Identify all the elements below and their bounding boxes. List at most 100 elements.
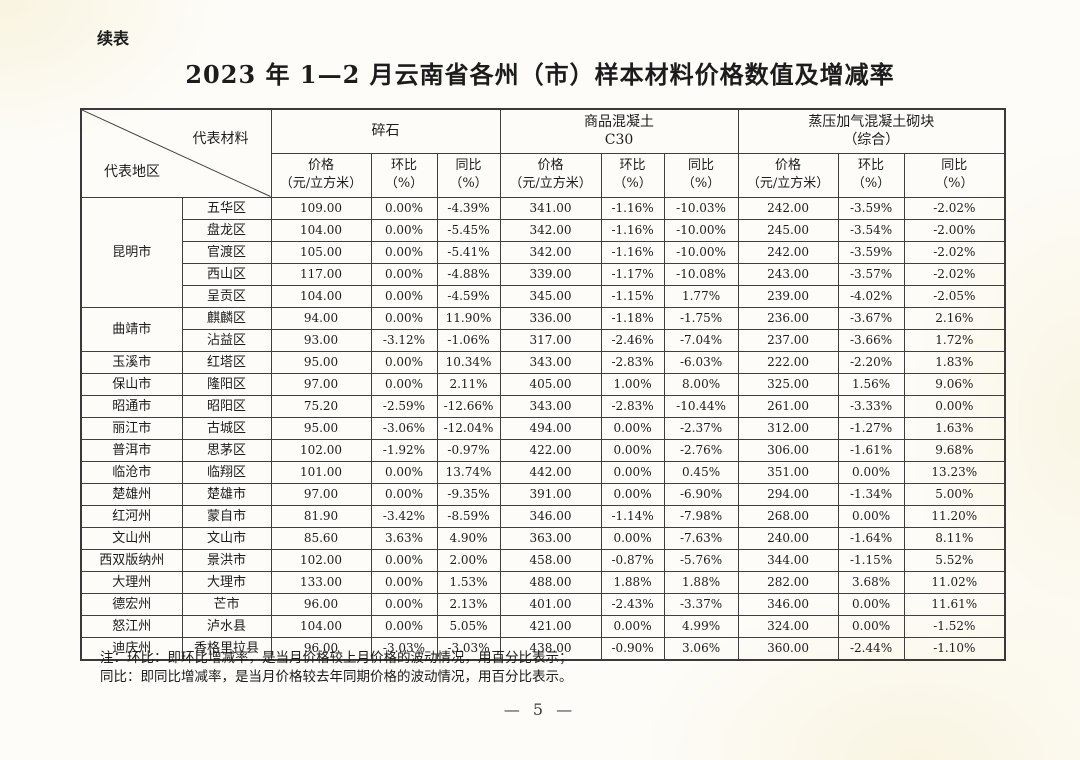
page-number: — 5 — xyxy=(503,700,577,719)
value-cell: 101.00 xyxy=(270,460,372,484)
value-cell: -1.92% xyxy=(370,438,438,462)
value-cell: 11.90% xyxy=(436,306,501,330)
value-cell: -1.14% xyxy=(600,504,665,528)
value-cell: 0.00% xyxy=(370,592,438,616)
value-cell: 94.00 xyxy=(270,306,372,330)
value-cell: 97.00 xyxy=(270,482,372,506)
value-cell: 13.23% xyxy=(903,460,1006,484)
value-cell: -6.90% xyxy=(663,482,739,506)
district-cell: 思茅区 xyxy=(181,438,272,462)
value-cell: -0.97% xyxy=(436,438,501,462)
table-row: 怒江州 泸水县 104.00 0.00% 5.05% 421.00 0.00% 4.99% 32… xyxy=(80,614,1006,638)
value-cell: 245.00 xyxy=(737,218,839,242)
value-cell: -1.52% xyxy=(903,614,1006,638)
value-cell: 339.00 xyxy=(499,262,602,286)
table-row: 曲靖市 麒麟区 94.00 0.00% 11.90% 336.00 -1.18% -1.75%… xyxy=(80,306,1006,352)
value-cell: -10.00% xyxy=(663,240,739,264)
value-cell: -5.41% xyxy=(436,240,501,264)
value-cell: 0.00% xyxy=(600,438,665,462)
metric-header-mom: 环比 （%） xyxy=(370,152,438,198)
region-cell: 怒江州 xyxy=(80,614,183,638)
value-cell: 8.11% xyxy=(903,526,1006,550)
district-cell: 呈贡区 xyxy=(181,284,272,308)
value-cell: -3.12% xyxy=(370,328,438,352)
value-cell: 3.63% xyxy=(370,526,438,550)
value-cell: 1.53% xyxy=(436,570,501,594)
value-cell: 346.00 xyxy=(737,592,839,616)
value-cell: -1.16% xyxy=(600,218,665,242)
value-cell: 2.11% xyxy=(436,372,501,396)
value-cell: 317.00 xyxy=(499,328,602,352)
value-cell: -3.37% xyxy=(663,592,739,616)
value-cell: 438.00 xyxy=(499,636,602,660)
value-cell: 222.00 xyxy=(737,350,839,374)
value-cell: -1.16% xyxy=(600,240,665,264)
table-row: 德宏州 芒市 96.00 0.00% 2.13% 401.00 -2.43% -3.37% 34… xyxy=(80,592,1006,616)
region-cell: 丽江市 xyxy=(80,416,183,440)
value-cell: -5.76% xyxy=(663,548,739,572)
value-cell: -4.39% xyxy=(436,196,501,220)
value-cell: 0.45% xyxy=(663,460,739,484)
value-cell: 104.00 xyxy=(270,284,372,308)
value-cell: -2.43% xyxy=(600,592,665,616)
value-cell: 1.72% xyxy=(903,328,1006,352)
value-cell: 351.00 xyxy=(737,460,839,484)
table-row: 临沧市 临翔区 101.00 0.00% 13.74% 442.00 0.00% 0.45% 3… xyxy=(80,460,1006,484)
corner-region-label: 代表地区 xyxy=(104,163,160,180)
district-cell: 楚雄市 xyxy=(181,482,272,506)
value-cell: 0.00% xyxy=(600,526,665,550)
value-cell: 75.20 xyxy=(270,394,372,418)
value-cell: -3.66% xyxy=(837,328,905,352)
value-cell: 133.00 xyxy=(270,570,372,594)
district-cell: 泸水县 xyxy=(181,614,272,638)
district-cell: 盘龙区 xyxy=(181,218,272,242)
value-cell: 81.90 xyxy=(270,504,372,528)
value-cell: 363.00 xyxy=(499,526,602,550)
value-cell: 0.00% xyxy=(370,482,438,506)
value-cell: 341.00 xyxy=(499,196,602,220)
table-row: 文山州 文山市 85.60 3.63% 4.90% 363.00 0.00% -7.63% 24… xyxy=(80,526,1006,550)
value-cell: -1.15% xyxy=(600,284,665,308)
value-cell: 306.00 xyxy=(737,438,839,462)
value-cell: 268.00 xyxy=(737,504,839,528)
value-cell: 102.00 xyxy=(270,548,372,572)
value-cell: 0.00% xyxy=(370,196,438,220)
corner-material-label: 代表材料 xyxy=(192,131,249,147)
value-cell: 1.88% xyxy=(663,570,739,594)
value-cell: -12.04% xyxy=(436,416,501,440)
value-cell: -2.05% xyxy=(903,284,1006,308)
value-cell: -1.27% xyxy=(837,416,905,440)
table-body: 昆明市 五华区 109.00 0.00% -4.39% 341.00 -1.16% -10.0… xyxy=(80,196,1006,660)
region-cell: 德宏州 xyxy=(80,592,183,616)
value-cell: 342.00 xyxy=(499,240,602,264)
value-cell: 294.00 xyxy=(737,482,839,506)
table-row: 西山区 117.00 0.00% -4.88% 339.00 -1.17% -10.08% 2… xyxy=(81,262,1006,286)
table-row: 大理州 大理市 133.00 0.00% 1.53% 488.00 1.88% 1.88% 28… xyxy=(80,570,1006,594)
table-row: 迪庆州 香格里拉县 96.00 -3.03% -3.03% 438.00 -0.90% 3.0… xyxy=(80,636,1006,660)
table-row: 呈贡区 104.00 0.00% -4.59% 345.00 -1.15% 1.77% 239… xyxy=(81,284,1006,308)
value-cell: 0.00% xyxy=(370,218,438,242)
value-cell: 0.00% xyxy=(837,460,905,484)
value-cell: -0.87% xyxy=(600,548,665,572)
value-cell: -3.03% xyxy=(436,636,501,660)
metric-header-price: 价格 （元/立方米） xyxy=(270,152,372,198)
district-cell: 香格里拉县 xyxy=(181,636,272,660)
value-cell: -9.35% xyxy=(436,482,501,506)
value-cell: -2.46% xyxy=(600,328,665,352)
table-row: 西双版纳州 景洪市 102.00 0.00% 2.00% 458.00 -0.87% -5.7… xyxy=(80,548,1006,572)
value-cell: 0.00% xyxy=(370,306,438,330)
district-cell: 景洪市 xyxy=(181,548,272,572)
value-cell: 11.20% xyxy=(903,504,1006,528)
region-cell: 西双版纳州 xyxy=(80,548,183,572)
value-cell: -0.90% xyxy=(600,636,665,660)
value-cell: 1.00% xyxy=(600,372,665,396)
value-cell: 11.02% xyxy=(903,570,1006,594)
district-cell: 隆阳区 xyxy=(181,372,272,396)
value-cell: 5.05% xyxy=(436,614,501,638)
value-cell: 104.00 xyxy=(270,614,372,638)
value-cell: -3.59% xyxy=(837,240,905,264)
value-cell: -1.75% xyxy=(663,306,739,330)
value-cell: 391.00 xyxy=(499,482,602,506)
value-cell: -2.00% xyxy=(903,218,1006,242)
